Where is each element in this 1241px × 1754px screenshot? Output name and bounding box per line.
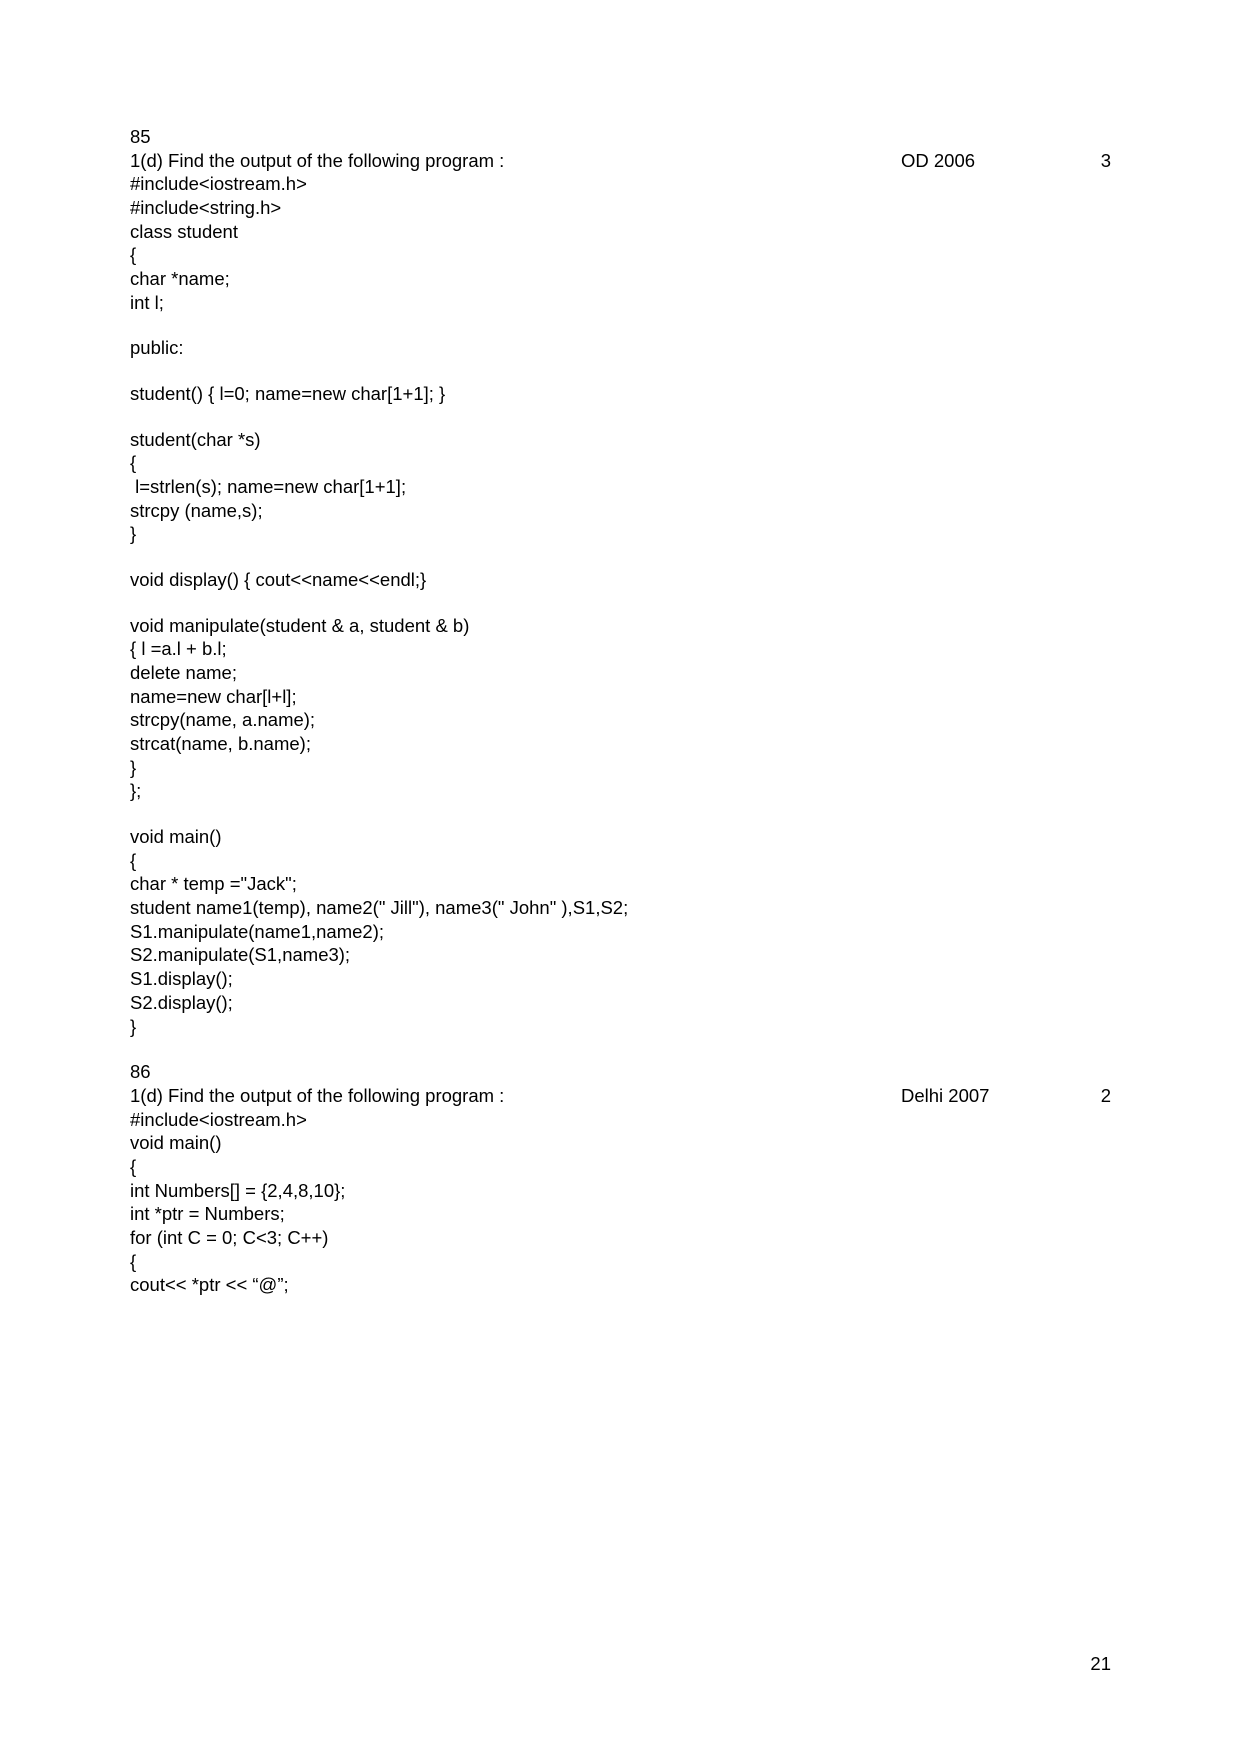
code-line: void display() { cout<<name<<endl;}: [130, 568, 1111, 592]
code-line: void main(): [130, 1131, 1111, 1155]
page-number: 21: [1090, 1652, 1111, 1676]
code-line: };: [130, 779, 1111, 803]
code-line: S2.display();: [130, 991, 1111, 1015]
code-line: for (int C = 0; C<3; C++): [130, 1226, 1111, 1250]
q86-code-block: #include<iostream.h>void main(){int Numb…: [130, 1108, 1111, 1297]
code-line: char * temp ="Jack";: [130, 872, 1111, 896]
code-line: l=strlen(s); name=new char[1+1];: [130, 475, 1111, 499]
code-line: #include<iostream.h>: [130, 1108, 1111, 1132]
code-line: public:: [130, 336, 1111, 360]
blank-line: [130, 360, 1111, 382]
q85-number: 85: [130, 125, 1111, 149]
q86-marks: 2: [1071, 1084, 1111, 1108]
code-line: {: [130, 243, 1111, 267]
code-line: {: [130, 1155, 1111, 1179]
code-line: strcpy (name,s);: [130, 499, 1111, 523]
code-line: delete name;: [130, 661, 1111, 685]
code-line: char *name;: [130, 267, 1111, 291]
blank-line: [130, 803, 1111, 825]
code-line: {: [130, 849, 1111, 873]
code-line: S1.display();: [130, 967, 1111, 991]
code-line: void manipulate(student & a, student & b…: [130, 614, 1111, 638]
code-line: student(char *s): [130, 428, 1111, 452]
blank-line: [130, 546, 1111, 568]
q85-code-block: #include<iostream.h>#include<string.h>cl…: [130, 172, 1111, 1038]
q86-exam: Delhi 2007: [901, 1084, 1071, 1108]
code-line: student() { l=0; name=new char[1+1]; }: [130, 382, 1111, 406]
code-line: { l =a.l + b.l;: [130, 637, 1111, 661]
code-line: cout<< *ptr << “@”;: [130, 1273, 1111, 1297]
code-line: #include<iostream.h>: [130, 172, 1111, 196]
code-line: int *ptr = Numbers;: [130, 1202, 1111, 1226]
q85-marks: 3: [1071, 149, 1111, 173]
code-line: #include<string.h>: [130, 196, 1111, 220]
code-line: {: [130, 451, 1111, 475]
code-line: class student: [130, 220, 1111, 244]
code-line: name=new char[l+l];: [130, 685, 1111, 709]
code-line: int Numbers[] = {2,4,8,10};: [130, 1179, 1111, 1203]
code-line: }: [130, 1015, 1111, 1039]
q85-question: 1(d) Find the output of the following pr…: [130, 149, 901, 173]
code-line: int l;: [130, 291, 1111, 315]
q86-question: 1(d) Find the output of the following pr…: [130, 1084, 901, 1108]
code-line: }: [130, 522, 1111, 546]
code-line: }: [130, 756, 1111, 780]
code-line: strcpy(name, a.name);: [130, 708, 1111, 732]
page-content: 85 1(d) Find the output of the following…: [0, 0, 1241, 1297]
code-line: S1.manipulate(name1,name2);: [130, 920, 1111, 944]
q85-exam: OD 2006: [901, 149, 1071, 173]
q86-header-row: 1(d) Find the output of the following pr…: [130, 1084, 1111, 1108]
q86-number: 86: [130, 1060, 1111, 1084]
code-line: S2.manipulate(S1,name3);: [130, 943, 1111, 967]
code-line: {: [130, 1250, 1111, 1274]
q85-header-row: 1(d) Find the output of the following pr…: [130, 149, 1111, 173]
blank-line: [130, 592, 1111, 614]
code-line: strcat(name, b.name);: [130, 732, 1111, 756]
spacer: [130, 1038, 1111, 1060]
code-line: student name1(temp), name2(" Jill"), nam…: [130, 896, 1111, 920]
blank-line: [130, 406, 1111, 428]
code-line: void main(): [130, 825, 1111, 849]
blank-line: [130, 314, 1111, 336]
